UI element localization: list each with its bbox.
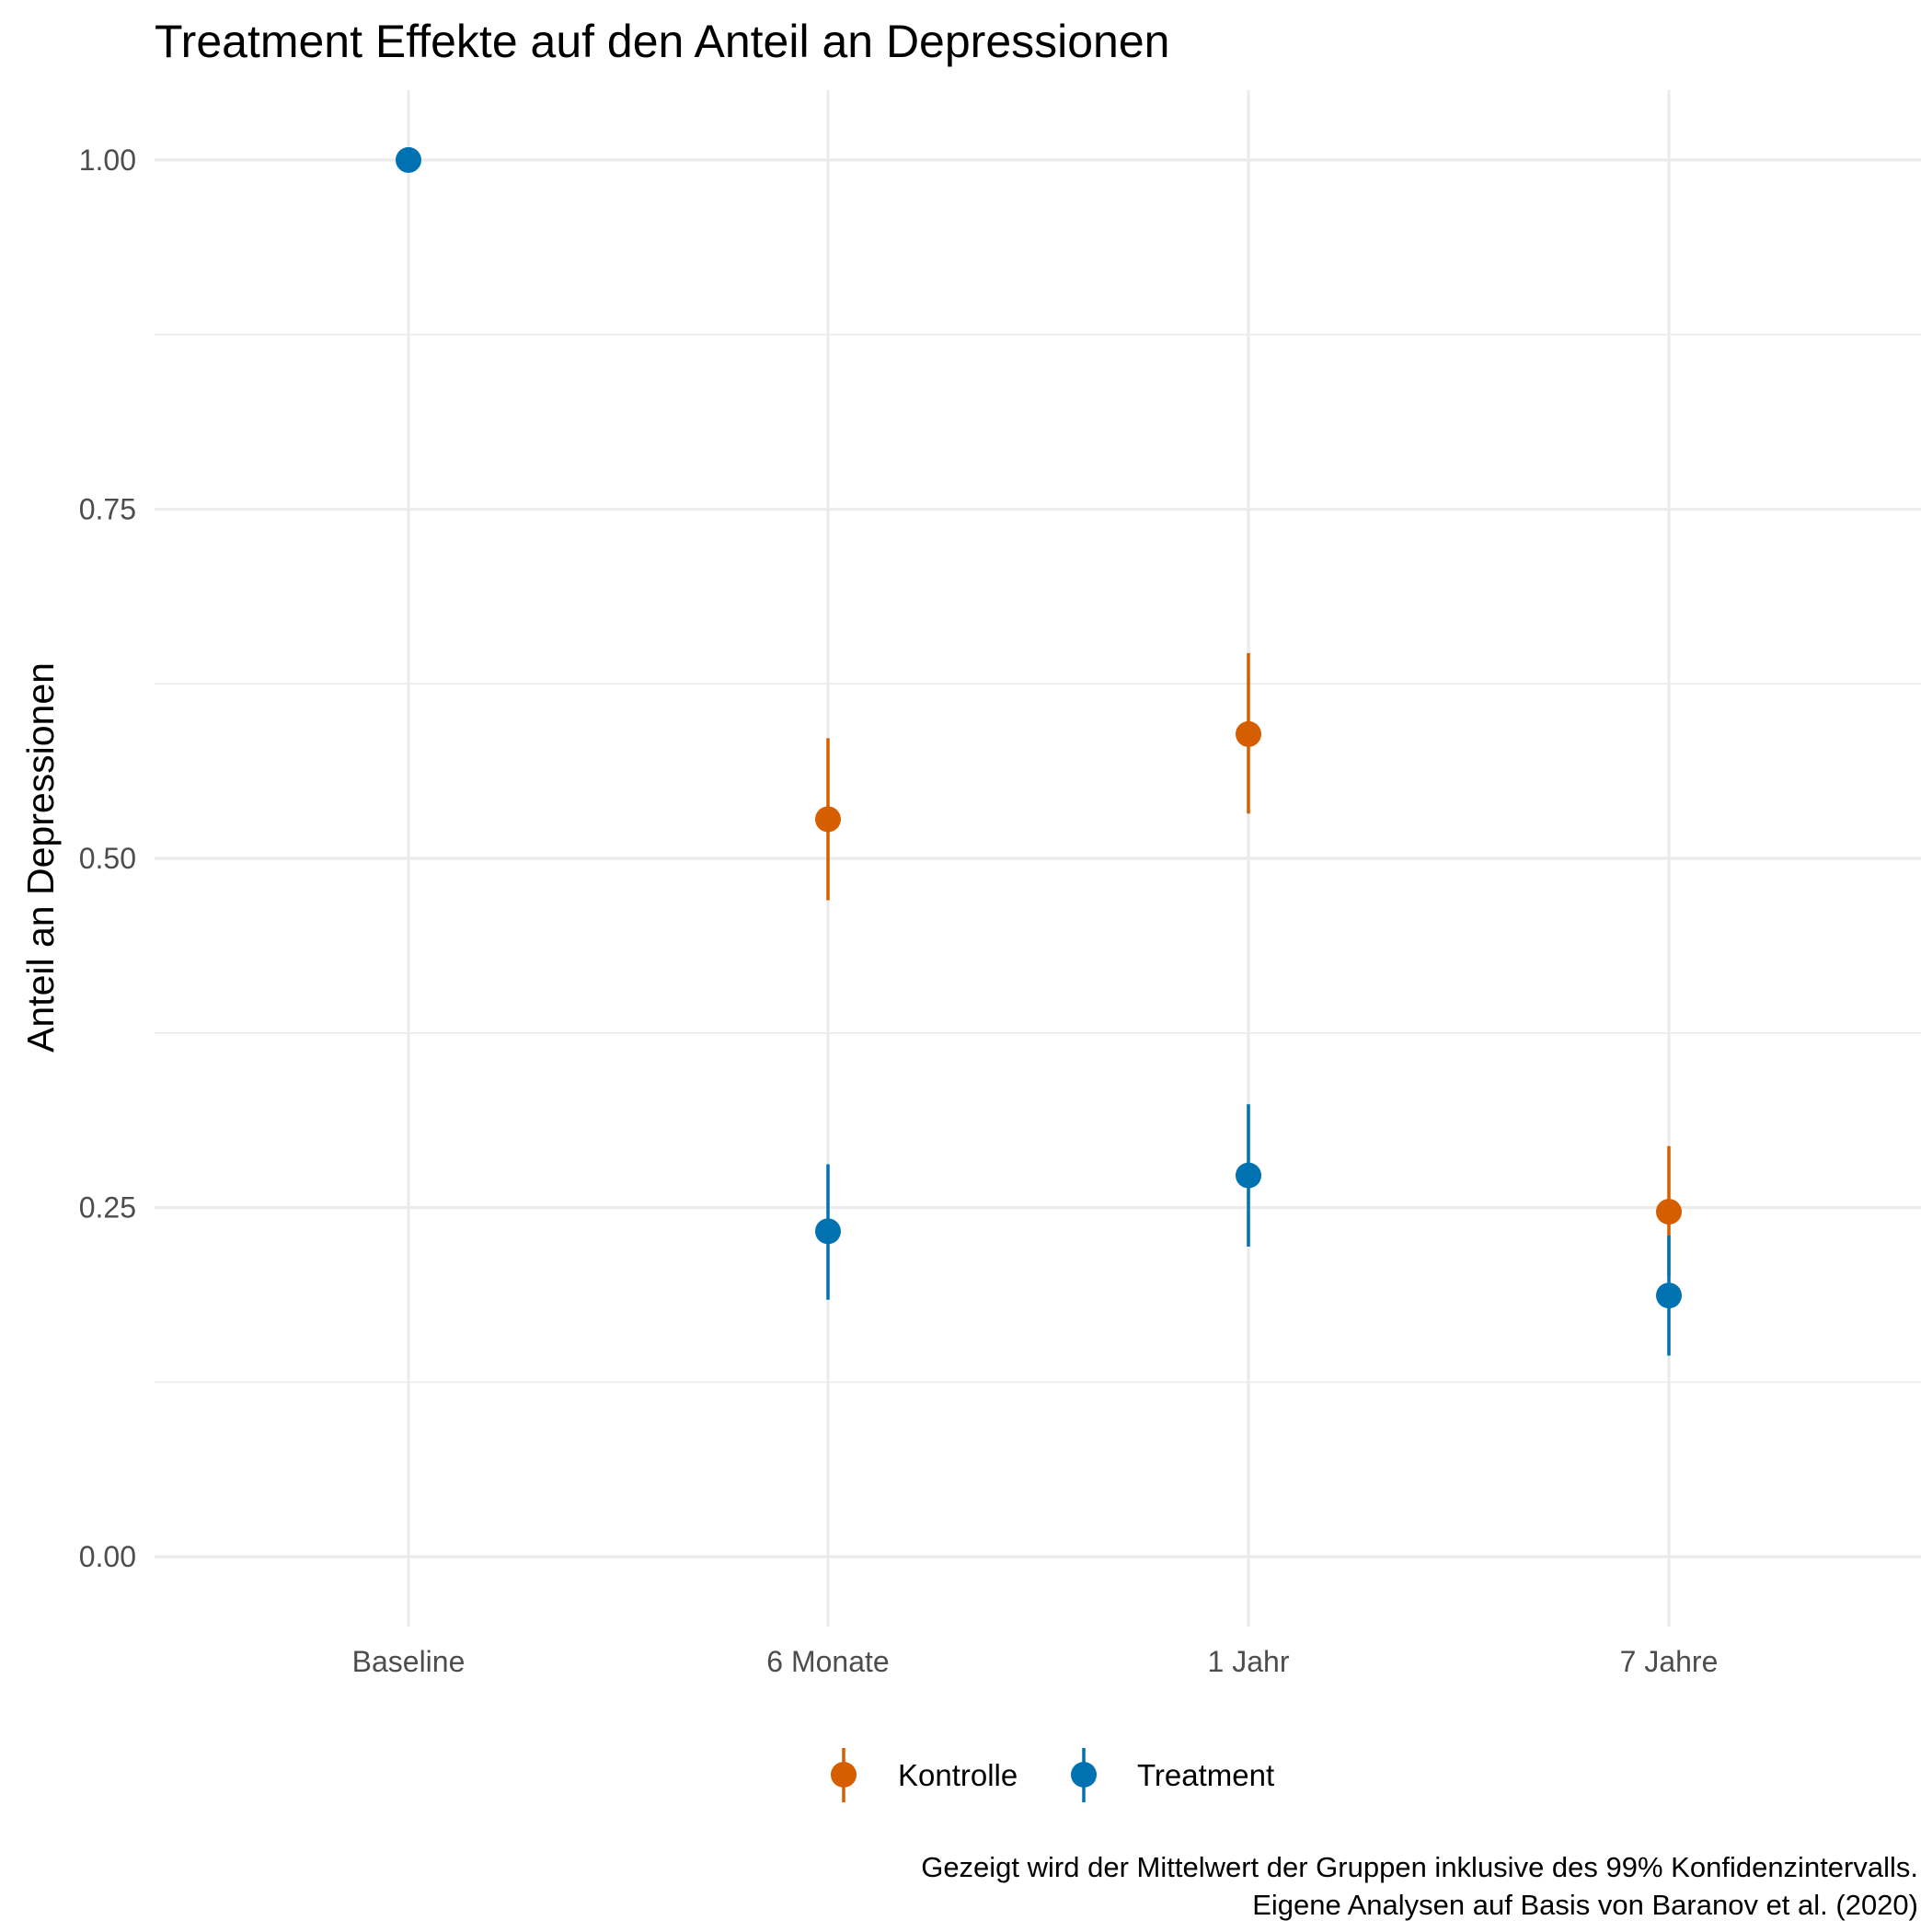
series-kontrolle: [815, 652, 1682, 1276]
x-tick-label: Baseline: [352, 1645, 466, 1678]
grid: [155, 90, 1921, 1627]
y-tick-label: 0.50: [79, 842, 136, 875]
legend-key-point: [1071, 1762, 1097, 1788]
y-axis-ticks: 0.00 0.25 0.50 0.75 1.00: [79, 144, 136, 1573]
legend-label: Kontrolle: [898, 1758, 1018, 1792]
series-treatment: [396, 146, 1682, 1356]
data-point: [1236, 1162, 1261, 1189]
chart-title: Treatment Effekte auf den Anteil an Depr…: [155, 16, 1169, 67]
legend-item-treatment: Treatment: [1071, 1748, 1274, 1802]
data-point: [815, 1218, 841, 1245]
y-tick-label: 0.25: [79, 1191, 136, 1225]
legend-item-kontrolle: Kontrolle: [831, 1748, 1018, 1802]
y-tick-label: 0.00: [79, 1540, 136, 1573]
x-axis-ticks: Baseline 6 Monate 1 Jahr 7 Jahre: [352, 1645, 1719, 1678]
data-point: [1236, 720, 1261, 747]
data-point: [1656, 1282, 1682, 1309]
x-tick-label: 7 Jahre: [1620, 1645, 1719, 1678]
y-tick-label: 1.00: [79, 144, 136, 177]
legend-key-point: [831, 1762, 857, 1788]
y-tick-label: 0.75: [79, 492, 136, 525]
data-point: [396, 146, 421, 173]
data-point: [815, 806, 841, 833]
x-tick-label: 1 Jahr: [1208, 1645, 1290, 1678]
legend-label: Treatment: [1137, 1758, 1274, 1792]
data-marks: [396, 146, 1682, 1356]
y-axis-label: Anteil an Depressionen: [19, 662, 62, 1052]
x-tick-label: 6 Monate: [766, 1645, 889, 1678]
caption-line-2: Eigene Analysen auf Basis von Baranov et…: [1252, 1889, 1918, 1921]
caption-line-1: Gezeigt wird der Mittelwert der Gruppen …: [921, 1851, 1918, 1883]
data-point: [1656, 1199, 1682, 1225]
legend: Kontrolle Treatment: [831, 1748, 1274, 1802]
